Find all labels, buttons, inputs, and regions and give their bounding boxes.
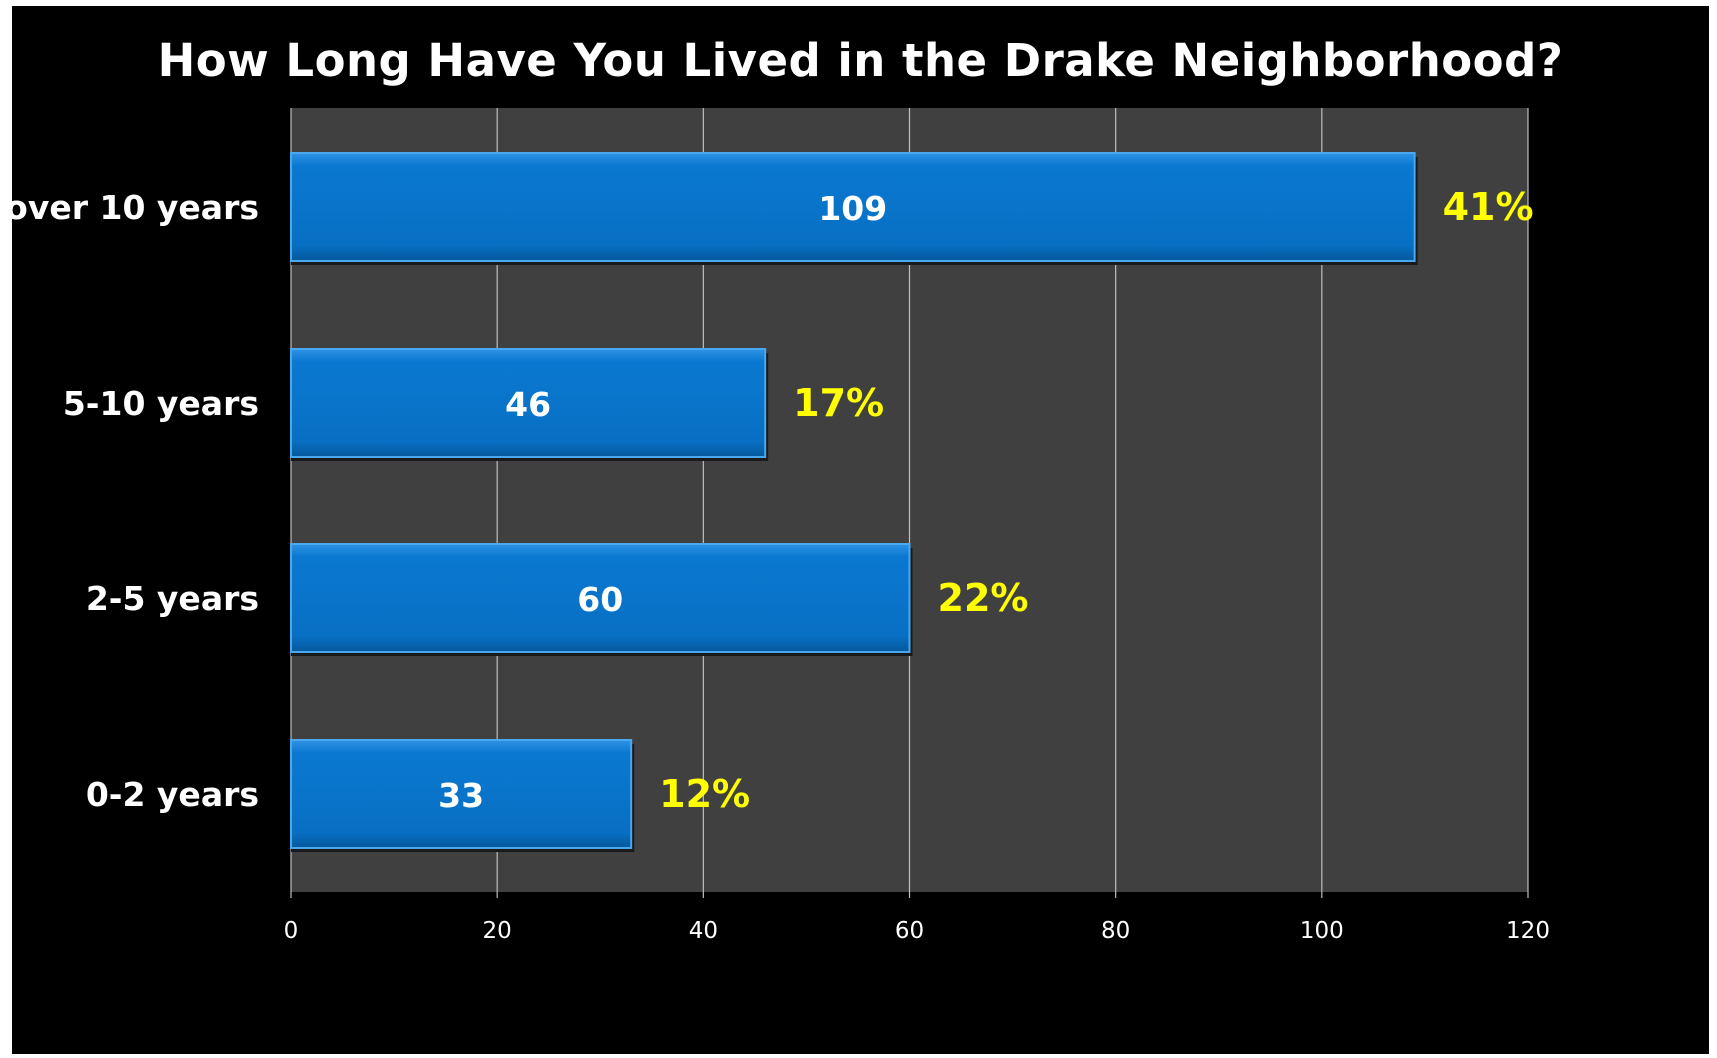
bar bbox=[290, 152, 1416, 262]
bar-value-label: 60 bbox=[577, 580, 623, 619]
x-tick-label: 80 bbox=[1101, 918, 1130, 944]
bar-chart: 0 20 40 60 80 100 120 over 10 years 109 41% 5-10 … bbox=[12, 108, 1550, 944]
bar-value-label: 109 bbox=[818, 189, 887, 228]
category-label: 0-2 years bbox=[86, 775, 259, 814]
x-tick-label: 40 bbox=[689, 918, 718, 944]
category-label: 5-10 years bbox=[63, 384, 259, 423]
x-tick-label: 0 bbox=[284, 918, 299, 944]
x-tick-label: 100 bbox=[1300, 918, 1344, 944]
x-tick-label: 60 bbox=[895, 918, 924, 944]
bar-percent-label: 12% bbox=[659, 772, 750, 816]
x-tick-label: 120 bbox=[1506, 918, 1550, 944]
bar bbox=[290, 739, 633, 849]
category-label: 2-5 years bbox=[86, 579, 259, 618]
bar-value-label: 46 bbox=[505, 385, 551, 424]
bar-value-label: 33 bbox=[438, 776, 484, 815]
bar-percent-label: 41% bbox=[1443, 185, 1534, 229]
chart-frame: How Long Have You Lived in the Drake Nei… bbox=[12, 6, 1709, 1054]
chart-title: How Long Have You Lived in the Drake Nei… bbox=[157, 34, 1564, 87]
x-tick-label: 20 bbox=[483, 918, 512, 944]
bar bbox=[290, 543, 911, 653]
bar-percent-label: 17% bbox=[793, 381, 884, 425]
bar bbox=[290, 348, 767, 458]
category-label: over 10 years bbox=[12, 188, 259, 227]
bar-percent-label: 22% bbox=[938, 576, 1029, 620]
